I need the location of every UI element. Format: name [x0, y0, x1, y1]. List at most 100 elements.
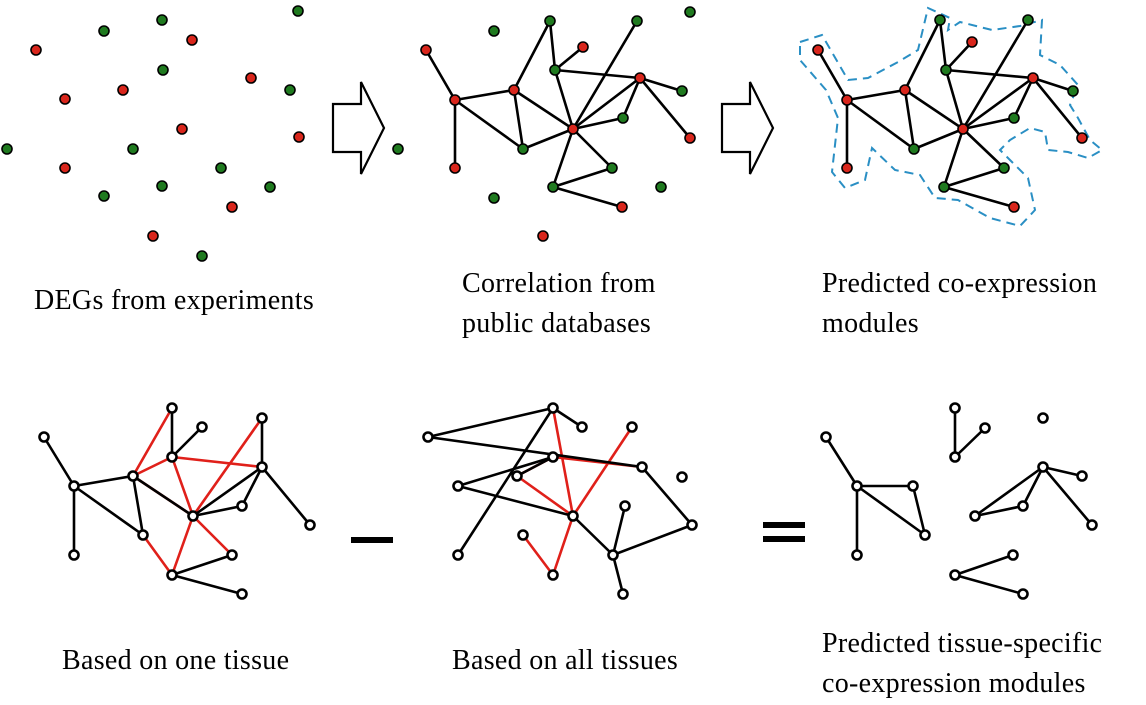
- gene-node: [236, 500, 248, 512]
- module-edge: [953, 553, 1015, 577]
- shared-edge: [426, 435, 644, 469]
- gene-node: [127, 470, 139, 482]
- module-edge: [903, 88, 965, 131]
- red-gene-node: [684, 132, 696, 144]
- shared-edge: [611, 523, 694, 557]
- arrow-right-icon: [720, 81, 775, 175]
- shared-edge: [170, 553, 234, 577]
- red-gene-node: [841, 162, 853, 174]
- green-gene-node: [934, 14, 946, 26]
- gene-node: [166, 451, 178, 463]
- gene-node: [607, 549, 619, 561]
- panel-tissue-specific-network: [820, 402, 1098, 600]
- shared-edge: [456, 406, 555, 557]
- correlation-edge: [571, 127, 614, 170]
- gene-node: [256, 412, 268, 424]
- gene-node: [907, 480, 919, 492]
- red-gene-node: [59, 93, 71, 105]
- correlation-edge: [548, 19, 557, 72]
- red-gene-node: [634, 72, 646, 84]
- correlation-edge: [551, 127, 575, 189]
- gene-node: [256, 461, 268, 473]
- green-gene-node: [284, 84, 296, 96]
- green-gene-node: [488, 192, 500, 204]
- green-gene-node: [655, 181, 667, 193]
- panel-one-tissue-network: [38, 402, 316, 600]
- module-edge: [953, 426, 987, 459]
- red-gene-node: [226, 201, 238, 213]
- shared-edge: [426, 406, 555, 439]
- shared-edge: [191, 504, 244, 518]
- module-edge: [961, 76, 1035, 131]
- gene-node: [1017, 588, 1029, 600]
- module-edge: [1041, 465, 1084, 478]
- shared-edge: [456, 455, 555, 488]
- correlation-edge: [424, 48, 457, 102]
- module-edge: [1012, 76, 1035, 120]
- red-gene-node: [899, 84, 911, 96]
- module-edge: [944, 68, 965, 131]
- green-gene-node: [392, 143, 404, 155]
- module-edge: [845, 98, 916, 151]
- gene-node: [919, 529, 931, 541]
- module-edge: [961, 127, 1006, 170]
- green-gene-node: [156, 180, 168, 192]
- correlation-edge: [521, 127, 575, 151]
- red-gene-node: [537, 230, 549, 242]
- shared-edge: [611, 553, 625, 596]
- green-gene-node: [156, 14, 168, 26]
- tissue-specific-edge: [551, 406, 575, 518]
- gene-node: [304, 519, 316, 531]
- red-gene-node: [966, 36, 978, 48]
- gene-node: [187, 510, 199, 522]
- caption-predicted-line2: modules: [822, 308, 919, 339]
- gene-node: [137, 529, 149, 541]
- module-edge: [1041, 465, 1094, 527]
- tissue-specific-edge: [521, 533, 555, 577]
- gene-node: [851, 549, 863, 561]
- green-gene-node: [998, 162, 1010, 174]
- red-gene-node: [293, 131, 305, 143]
- red-gene-node: [117, 84, 129, 96]
- module-edge: [911, 484, 927, 537]
- shared-edge: [170, 573, 244, 596]
- module-edge: [942, 166, 1006, 189]
- red-gene-node: [449, 94, 461, 106]
- gene-node: [676, 471, 688, 483]
- green-gene-node: [127, 143, 139, 155]
- gene-node: [969, 510, 981, 522]
- green-gene-node: [1067, 85, 1079, 97]
- green-gene-node: [684, 6, 696, 18]
- red-gene-node: [420, 44, 432, 56]
- module-edge: [1031, 76, 1075, 93]
- module-edge: [903, 18, 942, 92]
- correlation-edge: [553, 45, 585, 72]
- gene-node: [1086, 519, 1098, 531]
- panel-predicted-module: [799, 6, 1104, 228]
- gene-node: [820, 431, 832, 443]
- tissue-specific-edge: [551, 514, 575, 577]
- tissue-specific-edge: [170, 455, 195, 518]
- gene-node: [196, 421, 208, 433]
- gene-node: [949, 402, 961, 414]
- gene-node: [626, 421, 638, 433]
- gene-node: [851, 480, 863, 492]
- module-edge: [961, 116, 1016, 131]
- caption-all-tissues: Based on all tissues: [452, 645, 679, 676]
- caption-one-tissue: Based on one tissue: [62, 645, 290, 676]
- shared-edge: [170, 425, 204, 459]
- green-gene-node: [1022, 14, 1034, 26]
- correlation-edge: [512, 88, 575, 131]
- tissue-specific-edge: [170, 455, 264, 469]
- minus-operator: [351, 537, 393, 543]
- green-gene-node: [1008, 112, 1020, 124]
- gene-node: [1037, 461, 1049, 473]
- module-edge: [953, 573, 1025, 596]
- module-edge: [816, 48, 849, 102]
- red-gene-node: [147, 230, 159, 242]
- green-gene-node: [488, 25, 500, 37]
- correlation-edge: [512, 88, 525, 151]
- red-gene-node: [567, 123, 579, 135]
- gene-node: [1017, 500, 1029, 512]
